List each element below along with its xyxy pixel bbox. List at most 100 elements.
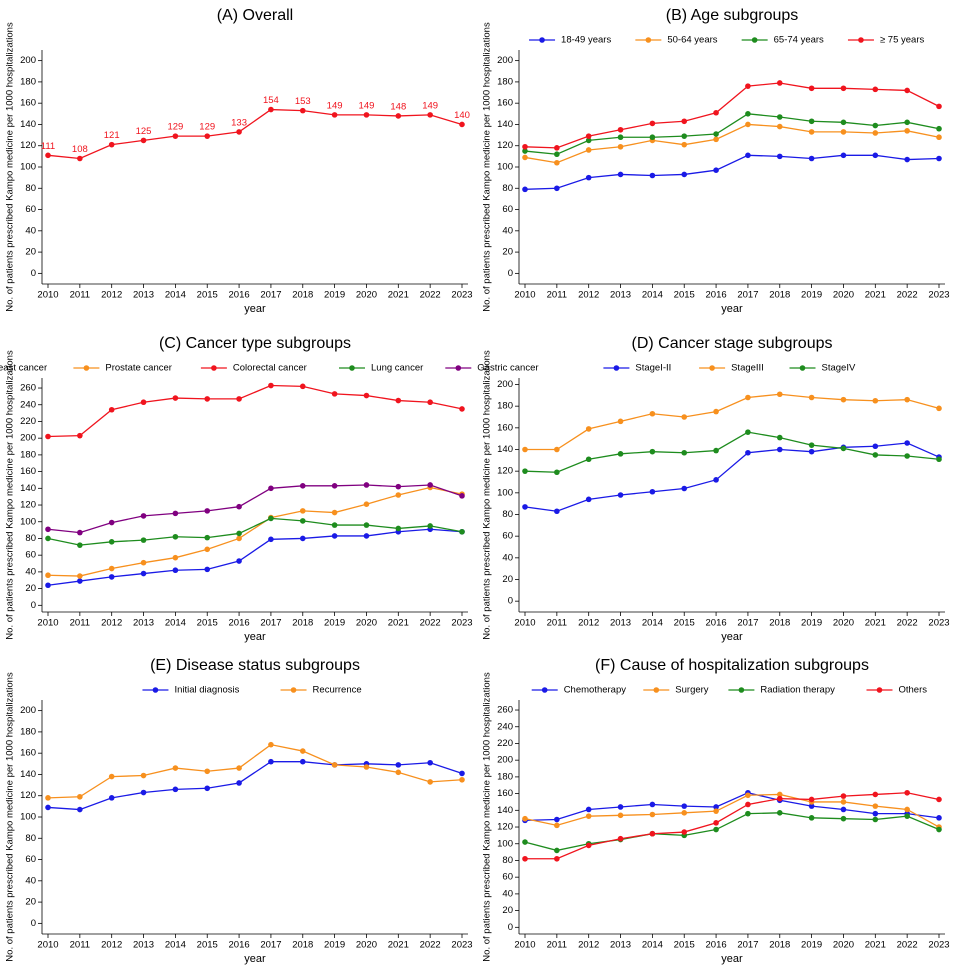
data-point xyxy=(713,408,719,415)
data-point xyxy=(268,106,274,113)
x-tick-label: 2011 xyxy=(70,618,90,629)
data-point xyxy=(681,118,688,125)
data-point xyxy=(395,113,402,119)
x-tick-label: 2021 xyxy=(388,290,409,301)
chart-title: (B) Age subgroups xyxy=(666,7,799,24)
data-point xyxy=(840,445,847,452)
legend-label: StageIV xyxy=(822,363,856,374)
data-point xyxy=(108,565,115,572)
data-label: 149 xyxy=(359,100,375,111)
x-tick-label: 2012 xyxy=(578,940,599,951)
x-tick-label: 2023 xyxy=(451,940,472,951)
y-tick-label: 20 xyxy=(25,247,36,258)
y-tick-label: 240 xyxy=(497,721,513,732)
data-point xyxy=(872,443,879,450)
data-point xyxy=(872,791,879,798)
y-tick-label: 100 xyxy=(20,162,36,173)
data-point xyxy=(713,109,719,116)
legend-marker xyxy=(876,687,883,693)
data-point xyxy=(681,485,688,492)
data-point xyxy=(522,154,528,161)
x-tick-label: 2014 xyxy=(642,618,663,629)
data-label: 153 xyxy=(295,96,311,107)
y-tick-label: 40 xyxy=(502,552,513,563)
data-point xyxy=(522,504,528,510)
data-label: 121 xyxy=(104,130,120,141)
y-tick-label: 120 xyxy=(20,500,36,511)
data-point xyxy=(172,765,179,771)
chart-panel: (B) Age subgroups No. of patients prescri… xyxy=(482,7,950,315)
data-point xyxy=(395,762,402,768)
data-point xyxy=(808,815,815,821)
y-tick-label: 120 xyxy=(497,466,513,477)
data-point xyxy=(140,789,147,796)
data-point xyxy=(204,534,211,541)
data-point xyxy=(745,83,751,89)
data-point xyxy=(585,174,592,181)
x-tick-label: 2023 xyxy=(928,618,949,629)
data-point xyxy=(776,446,783,453)
data-point xyxy=(204,546,211,553)
legend-marker xyxy=(83,365,90,371)
legend-marker xyxy=(645,37,652,43)
data-point xyxy=(681,449,688,456)
x-tick-label: 2013 xyxy=(610,940,631,951)
data-point xyxy=(617,143,624,150)
legend-marker xyxy=(349,365,355,371)
data-label: 133 xyxy=(231,117,247,128)
data-point xyxy=(204,566,211,573)
data-point xyxy=(745,429,751,435)
x-tick-label: 2012 xyxy=(101,618,122,629)
data-point xyxy=(45,526,51,533)
data-point xyxy=(77,793,83,800)
data-point xyxy=(936,796,942,803)
data-point xyxy=(140,570,147,577)
series-line xyxy=(525,792,940,860)
data-point xyxy=(108,141,115,148)
data-point xyxy=(936,815,942,821)
data-point xyxy=(459,770,465,777)
x-tick-label: 2021 xyxy=(388,618,409,629)
data-point xyxy=(459,121,465,128)
data-point xyxy=(172,395,179,401)
y-tick-label: 40 xyxy=(25,566,36,577)
data-point xyxy=(713,808,719,814)
data-point xyxy=(77,542,83,548)
y-tick-label: 140 xyxy=(497,444,513,455)
data-point xyxy=(808,448,815,455)
y-tick-label: 0 xyxy=(31,600,36,611)
data-point xyxy=(840,793,847,799)
y-tick-label: 100 xyxy=(20,812,36,823)
y-tick-label: 60 xyxy=(25,550,36,561)
data-point xyxy=(649,448,656,455)
data-point xyxy=(872,152,879,159)
data-label: 154 xyxy=(263,95,279,106)
legend-label: Others xyxy=(899,685,928,696)
series-line xyxy=(524,113,940,155)
data-point xyxy=(395,492,402,498)
data-point xyxy=(172,786,179,793)
data-point xyxy=(268,741,274,748)
x-tick-label: 2021 xyxy=(865,290,886,301)
data-point xyxy=(713,447,719,454)
data-point xyxy=(172,510,179,517)
data-point xyxy=(522,855,528,862)
x-axis-label: year xyxy=(721,303,743,315)
y-tick-label: 200 xyxy=(497,379,513,390)
x-tick-label: 2021 xyxy=(865,940,886,951)
y-tick-label: 120 xyxy=(20,790,36,801)
x-tick-label: 2016 xyxy=(229,618,250,629)
data-point xyxy=(331,762,338,768)
y-tick-label: 200 xyxy=(20,433,36,444)
data-label: 149 xyxy=(327,100,343,111)
data-point xyxy=(140,513,147,519)
data-point xyxy=(77,573,83,579)
x-tick-label: 2023 xyxy=(451,618,472,629)
x-tick-label: 2010 xyxy=(514,290,535,301)
data-point xyxy=(904,813,910,819)
data-point xyxy=(108,574,115,580)
data-point xyxy=(681,141,688,148)
data-point xyxy=(904,396,910,403)
data-point xyxy=(522,446,528,453)
x-tick-label: 2023 xyxy=(928,940,949,951)
